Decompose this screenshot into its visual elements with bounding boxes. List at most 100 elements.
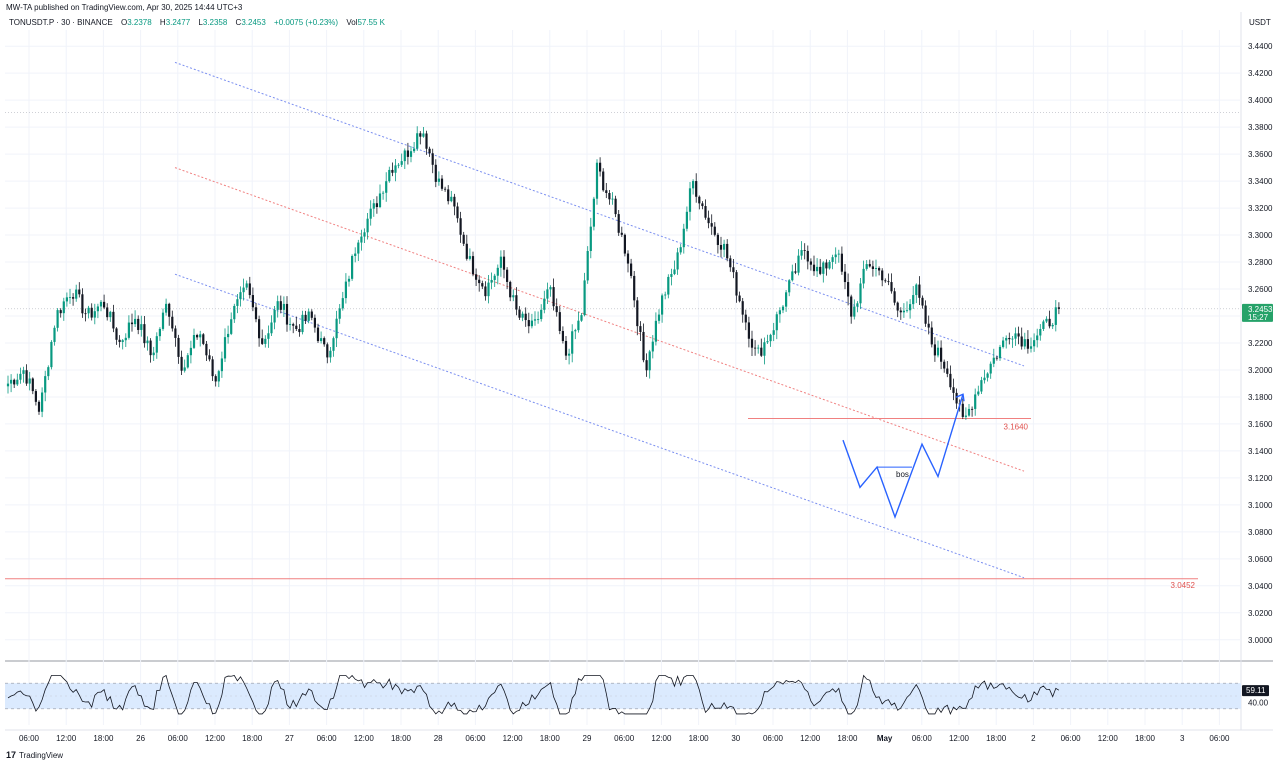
- candle: [552, 278, 555, 311]
- candle-body: [90, 307, 93, 318]
- candle-body: [527, 320, 530, 327]
- candle-body: [130, 322, 134, 325]
- bos-label: bos: [896, 470, 909, 479]
- time-tick-label: 12:00: [651, 734, 672, 743]
- candle-body: [335, 318, 338, 339]
- candle-body: [106, 307, 109, 318]
- candle: [729, 255, 732, 272]
- candle-body: [983, 377, 986, 381]
- candle-body: [837, 253, 840, 255]
- candle-body: [168, 303, 171, 317]
- time-axis[interactable]: 06:00 12:00 18:00 26 06:00 12:00 18:00 27 06:00 1…: [19, 734, 1230, 743]
- candle-body: [918, 284, 921, 298]
- candle-body: [248, 283, 251, 296]
- drawings-layer[interactable]: 3.1640 3.0452: [5, 61, 1241, 590]
- price-tick-label: 3.4200: [1248, 69, 1273, 78]
- candle: [41, 387, 44, 418]
- candle-body: [326, 344, 329, 358]
- candle-body: [385, 181, 388, 193]
- projection-layer[interactable]: bos: [842, 393, 965, 520]
- candle-body: [251, 295, 254, 308]
- candle: [258, 315, 261, 347]
- candle: [1020, 327, 1023, 350]
- time-tick-label: 28: [434, 734, 443, 743]
- candle-body: [65, 297, 68, 302]
- candle: [512, 289, 515, 302]
- candle: [936, 340, 940, 358]
- candle: [409, 146, 413, 163]
- projection-arrow-icon: [955, 393, 965, 402]
- candle: [707, 210, 710, 229]
- candle: [462, 231, 465, 247]
- candle: [995, 355, 998, 361]
- time-tick-label: 06:00: [614, 734, 635, 743]
- candle-body: [363, 232, 366, 237]
- candle-body: [332, 338, 335, 351]
- candle-body: [1036, 335, 1039, 341]
- candle: [682, 223, 685, 254]
- rsi-pane[interactable]: 59.11 40.00: [5, 674, 1269, 715]
- footer[interactable]: 17 TradingView: [6, 750, 63, 760]
- candle: [149, 338, 152, 363]
- candle: [68, 288, 72, 304]
- candle-body: [952, 387, 955, 393]
- candle: [59, 308, 62, 318]
- candle: [636, 297, 639, 336]
- price-axis[interactable]: USDT 3.4400 3.4200 3.4000 3.3800 3.3600 3.340…: [1242, 18, 1273, 645]
- low-label: L: [198, 18, 203, 27]
- candle-body: [524, 313, 527, 321]
- candle: [295, 316, 298, 332]
- candle: [416, 126, 419, 151]
- candle-body: [165, 303, 168, 313]
- candles-layer[interactable]: [6, 126, 1060, 420]
- candle: [949, 365, 952, 390]
- candle-body: [301, 314, 304, 333]
- candle: [378, 184, 382, 209]
- candle: [357, 239, 360, 262]
- candle-body: [307, 311, 310, 321]
- time-tick-label: 18:00: [93, 734, 114, 743]
- candle-body: [521, 313, 524, 318]
- candle: [732, 259, 735, 279]
- candle-body: [555, 306, 558, 313]
- candle: [161, 308, 165, 331]
- candle: [688, 182, 692, 221]
- candle: [611, 192, 614, 205]
- candle-body: [1057, 307, 1060, 309]
- candle-body: [99, 301, 103, 307]
- candle-body: [354, 253, 357, 256]
- candle-body: [236, 299, 239, 306]
- candle-body: [462, 234, 465, 244]
- candle-body: [10, 379, 13, 384]
- candle: [245, 280, 248, 291]
- candle: [335, 310, 338, 347]
- candle-body: [812, 264, 816, 272]
- candle-body: [760, 347, 763, 356]
- candle-body: [626, 253, 630, 264]
- candle-body: [192, 335, 196, 348]
- candle-body: [406, 150, 409, 157]
- candle: [561, 326, 564, 344]
- projection-path: [842, 394, 964, 520]
- candle-body: [502, 256, 506, 270]
- candle: [484, 281, 487, 301]
- grid-layer: [5, 12, 1273, 731]
- candle: [592, 196, 595, 231]
- candle-body: [769, 334, 772, 342]
- candle: [447, 185, 450, 205]
- time-tick-label: 06:00: [1061, 734, 1082, 743]
- candle: [847, 273, 850, 306]
- candle-body: [400, 161, 403, 165]
- price-tick-label: 3.1200: [1248, 474, 1273, 483]
- time-tick-label: 12:00: [1098, 734, 1119, 743]
- candle-body: [37, 401, 41, 412]
- price-tick-label: 3.0400: [1248, 582, 1273, 591]
- candle: [320, 331, 323, 344]
- candle-body: [623, 234, 626, 254]
- candle-body: [825, 262, 828, 269]
- candle: [602, 168, 605, 192]
- symbol-name[interactable]: TONUSDT.P · 30 · BINANCE: [9, 18, 113, 27]
- price-tick-label: 3.2800: [1248, 258, 1273, 267]
- candle: [825, 259, 828, 276]
